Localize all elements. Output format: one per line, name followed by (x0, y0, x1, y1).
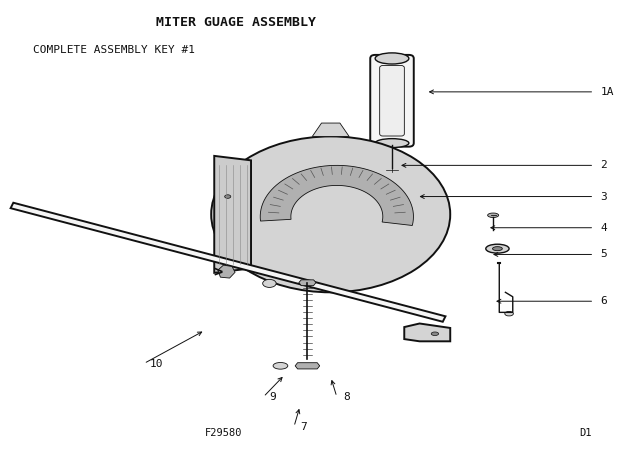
Text: 3: 3 (600, 192, 607, 202)
Ellipse shape (211, 136, 450, 292)
Ellipse shape (432, 332, 438, 336)
Ellipse shape (273, 363, 288, 369)
Text: 8: 8 (343, 392, 350, 402)
Text: 10: 10 (150, 359, 164, 368)
Ellipse shape (371, 163, 414, 177)
Text: 4: 4 (600, 223, 607, 233)
Polygon shape (215, 156, 251, 273)
Ellipse shape (487, 213, 498, 217)
Ellipse shape (375, 53, 409, 64)
Ellipse shape (486, 244, 509, 253)
Polygon shape (299, 280, 316, 285)
Ellipse shape (492, 247, 502, 251)
Text: F29580: F29580 (205, 428, 242, 437)
Ellipse shape (263, 280, 276, 287)
Ellipse shape (375, 138, 409, 147)
Text: COMPLETE ASSEMBLY KEY #1: COMPLETE ASSEMBLY KEY #1 (33, 45, 195, 55)
Text: 2: 2 (600, 161, 607, 170)
Polygon shape (260, 166, 414, 226)
Text: MITER GUAGE ASSEMBLY: MITER GUAGE ASSEMBLY (156, 16, 316, 29)
FancyBboxPatch shape (379, 65, 404, 136)
Text: D1: D1 (579, 428, 591, 437)
Ellipse shape (224, 195, 231, 198)
Polygon shape (312, 123, 349, 136)
FancyBboxPatch shape (370, 55, 414, 147)
Polygon shape (218, 265, 235, 278)
Text: 6: 6 (600, 296, 607, 306)
Polygon shape (404, 323, 450, 341)
Ellipse shape (383, 167, 401, 173)
Ellipse shape (505, 312, 513, 316)
Polygon shape (295, 363, 320, 369)
Text: 7: 7 (300, 422, 307, 432)
Polygon shape (11, 203, 445, 322)
Text: 5: 5 (600, 249, 607, 259)
Text: 1A: 1A (600, 87, 614, 97)
Text: 9: 9 (270, 392, 276, 402)
